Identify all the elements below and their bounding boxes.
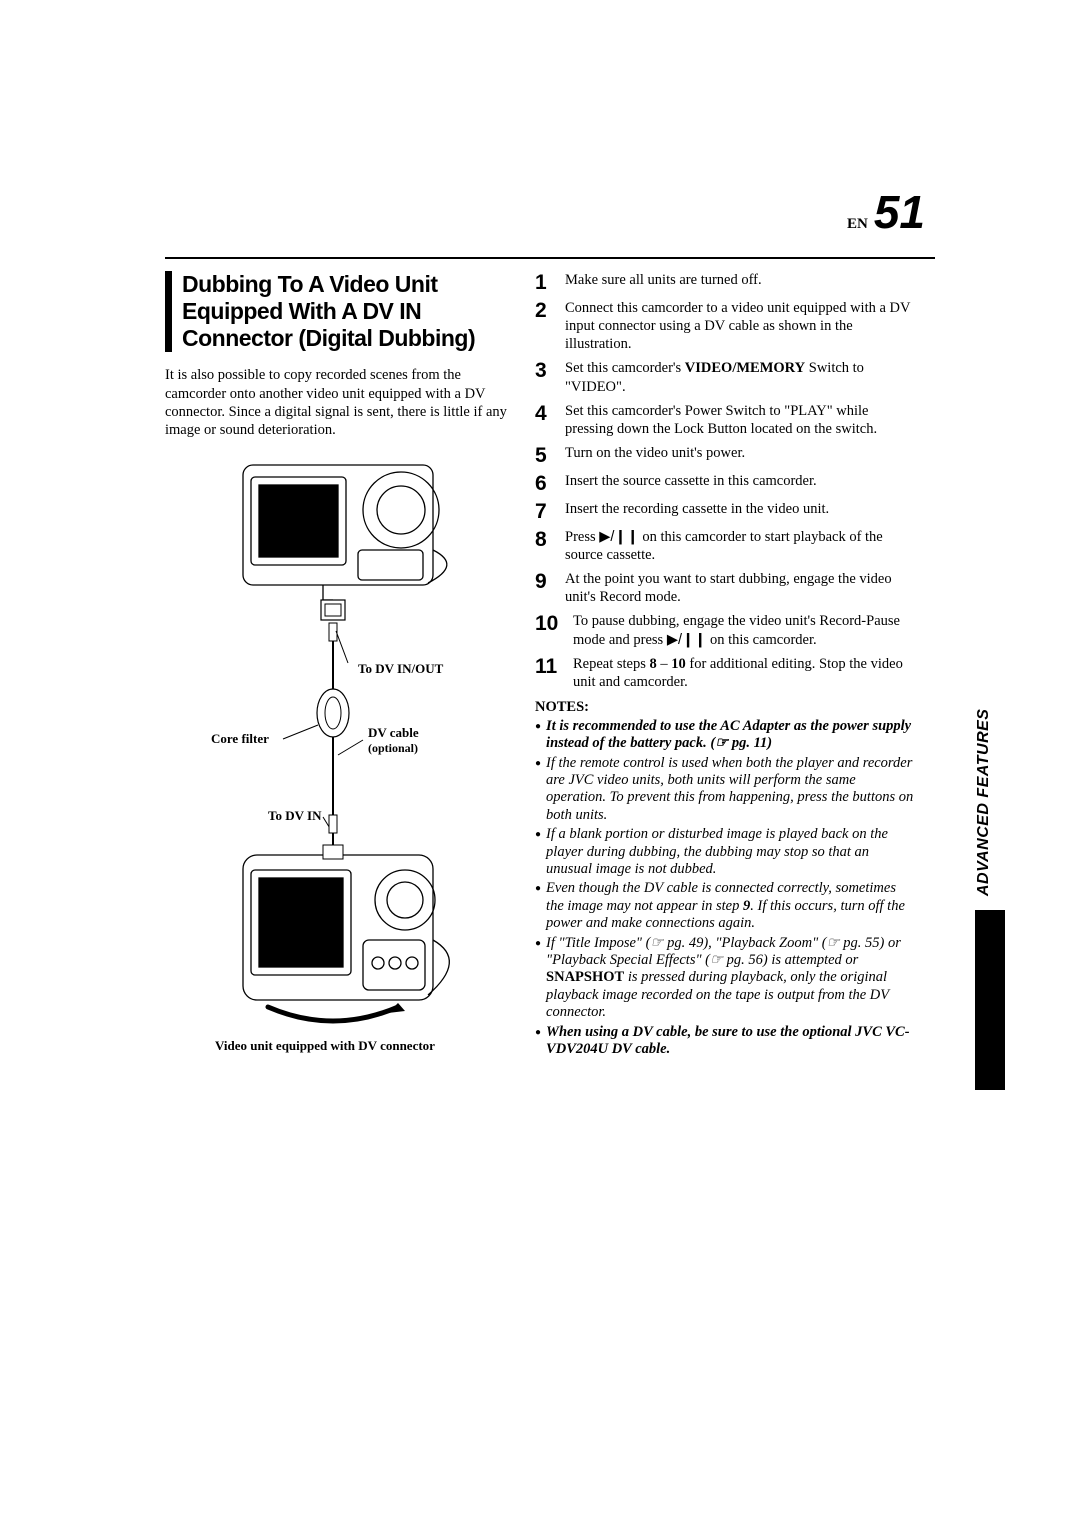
play-pause-icon: ▶/❙❙ bbox=[667, 631, 706, 649]
side-tab-marker bbox=[975, 910, 1005, 1090]
notes-header: NOTES: bbox=[535, 699, 915, 716]
label-dv-cable: DV cable bbox=[368, 725, 419, 740]
intro-paragraph: It is also possible to copy recorded sce… bbox=[165, 366, 510, 439]
step-9: 9At the point you want to start dubbing,… bbox=[535, 570, 915, 606]
note-4-body: Even though the DV cable is connected co… bbox=[546, 880, 915, 932]
step-8: 8Press ▶/❙❙ on this camcorder to start p… bbox=[535, 528, 915, 564]
connection-diagram: To DV IN/OUT Core filter DV cable (optio… bbox=[165, 455, 510, 1065]
label-dv-cable-sub: (optional) bbox=[368, 741, 418, 755]
step-10: 10To pause dubbing, engage the video uni… bbox=[535, 612, 915, 648]
note-5: If "Title Impose" (☞ pg. 49), "Playback … bbox=[535, 935, 915, 1022]
notes-list: It is recommended to use the AC Adapter … bbox=[535, 718, 915, 1058]
step-5: 5Turn on the video unit's power. bbox=[535, 444, 915, 466]
left-column: Dubbing To A Video Unit Equipped With A … bbox=[165, 271, 510, 1065]
step-3: 3Set this camcorder's VIDEO/MEMORY Switc… bbox=[535, 359, 915, 395]
label-dv-inout: To DV IN/OUT bbox=[358, 661, 444, 676]
page-content: EN 51 Dubbing To A Video Unit Equipped W… bbox=[165, 185, 935, 1065]
step-4: 4Set this camcorder's Power Switch to "P… bbox=[535, 402, 915, 438]
note-4: Even though the DV cable is connected co… bbox=[535, 880, 915, 932]
note-1: It is recommended to use the AC Adapter … bbox=[535, 718, 915, 753]
title-text: Dubbing To A Video Unit Equipped With A … bbox=[182, 271, 510, 352]
label-bottom-unit: Video unit equipped with DV connector bbox=[215, 1038, 435, 1053]
side-tab-label: ADVANCED FEATURES bbox=[975, 695, 1005, 910]
right-column: 1Make sure all units are turned off. 2Co… bbox=[535, 271, 915, 1065]
steps-list: 1Make sure all units are turned off. 2Co… bbox=[535, 271, 915, 691]
lang-label: EN bbox=[847, 216, 868, 232]
step-7: 7Insert the recording cassette in the vi… bbox=[535, 500, 915, 522]
note-6: When using a DV cable, be sure to use th… bbox=[535, 1024, 915, 1059]
note-2: If the remote control is used when both … bbox=[535, 755, 915, 825]
label-to-dv-in: To DV IN bbox=[268, 808, 322, 823]
play-pause-icon: ▶/❙❙ bbox=[599, 528, 638, 546]
step-6: 6Insert the source cassette in this camc… bbox=[535, 472, 915, 494]
section-title: Dubbing To A Video Unit Equipped With A … bbox=[165, 271, 510, 352]
note-3: If a blank portion or disturbed image is… bbox=[535, 826, 915, 878]
page-number: 51 bbox=[874, 185, 925, 239]
step-2: 2Connect this camcorder to a video unit … bbox=[535, 299, 915, 353]
label-core-filter: Core filter bbox=[211, 731, 269, 746]
header-rule bbox=[165, 257, 935, 259]
side-tab: ADVANCED FEATURES bbox=[975, 695, 1005, 1090]
step-1: 1Make sure all units are turned off. bbox=[535, 271, 915, 293]
note-5-body: If "Title Impose" (☞ pg. 49), "Playback … bbox=[546, 935, 915, 1022]
step-11: 11Repeat steps 8 – 10 for additional edi… bbox=[535, 655, 915, 691]
page-header: EN 51 bbox=[165, 185, 935, 239]
